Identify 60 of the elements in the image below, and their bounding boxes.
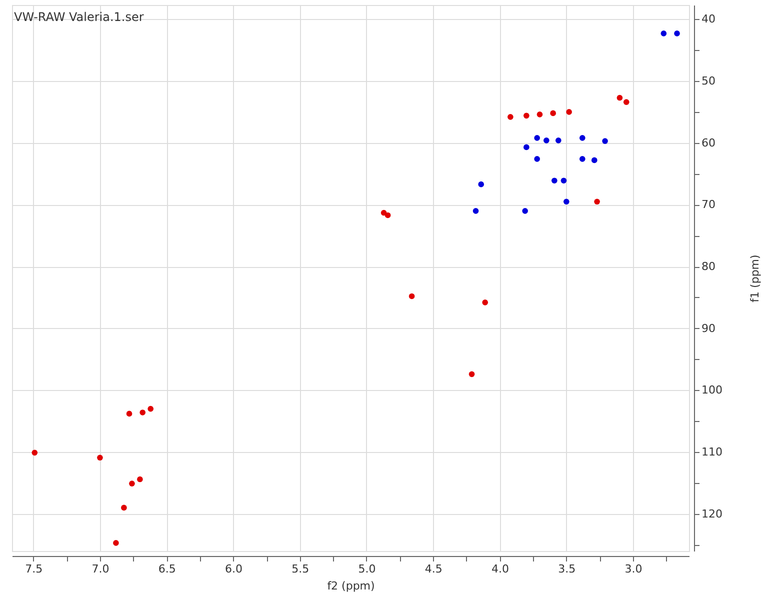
point	[32, 450, 38, 456]
point	[591, 157, 598, 164]
y-tick-label: 110	[702, 446, 722, 459]
point	[550, 110, 556, 116]
x-tick-label: 5.5	[292, 562, 310, 576]
x-tick-label: 3.5	[558, 562, 576, 576]
y-tick-label: 70	[702, 198, 716, 212]
point	[560, 178, 567, 184]
point	[524, 112, 530, 119]
y-tick-label: 40	[702, 12, 716, 26]
x-tick-label: 4.0	[492, 562, 510, 576]
point	[594, 198, 600, 205]
point	[137, 476, 143, 482]
x-tick-label: 7.0	[92, 562, 110, 576]
point	[148, 406, 154, 412]
x-tick-label: 5.0	[358, 562, 376, 576]
point	[579, 135, 586, 141]
point	[623, 99, 630, 105]
point	[566, 109, 572, 115]
y-tick-label: 50	[702, 74, 716, 88]
point	[508, 114, 514, 120]
x-tick-label: 4.5	[424, 562, 442, 576]
point	[602, 138, 608, 144]
point	[534, 156, 540, 162]
x-tick-label: 6.5	[158, 562, 176, 576]
point	[536, 112, 543, 118]
y-tick-label: 100	[702, 384, 722, 397]
point	[121, 504, 127, 511]
point	[616, 94, 623, 101]
point	[140, 410, 146, 416]
point	[543, 138, 550, 144]
x-tick-label: 6.0	[224, 562, 242, 576]
point	[579, 156, 586, 162]
y-tick-label: 80	[702, 260, 716, 274]
point	[674, 30, 680, 36]
x-axis-title: f2 (ppm)	[327, 580, 375, 592]
point	[472, 208, 479, 214]
point	[482, 300, 488, 306]
point	[563, 198, 570, 205]
point	[129, 480, 135, 487]
y-tick-label: 60	[702, 136, 716, 150]
x-tick-label: 3.0	[624, 562, 642, 576]
point	[551, 178, 558, 184]
chart-title: VW-RAW Valeria.1.ser	[14, 10, 144, 24]
point	[534, 135, 540, 141]
y-axis-title: f1 (ppm)	[748, 254, 762, 302]
point	[660, 30, 667, 36]
point	[524, 144, 530, 150]
point	[384, 212, 391, 218]
point	[478, 181, 484, 188]
x-tick-label: 7.5	[25, 562, 43, 576]
point	[97, 454, 103, 461]
point	[113, 540, 119, 546]
point	[126, 410, 132, 417]
y-tick-label: 90	[702, 322, 716, 335]
point	[468, 371, 475, 378]
point	[555, 138, 562, 144]
y-tick-label: 120	[702, 507, 722, 520]
point	[408, 293, 415, 300]
point	[522, 208, 528, 214]
